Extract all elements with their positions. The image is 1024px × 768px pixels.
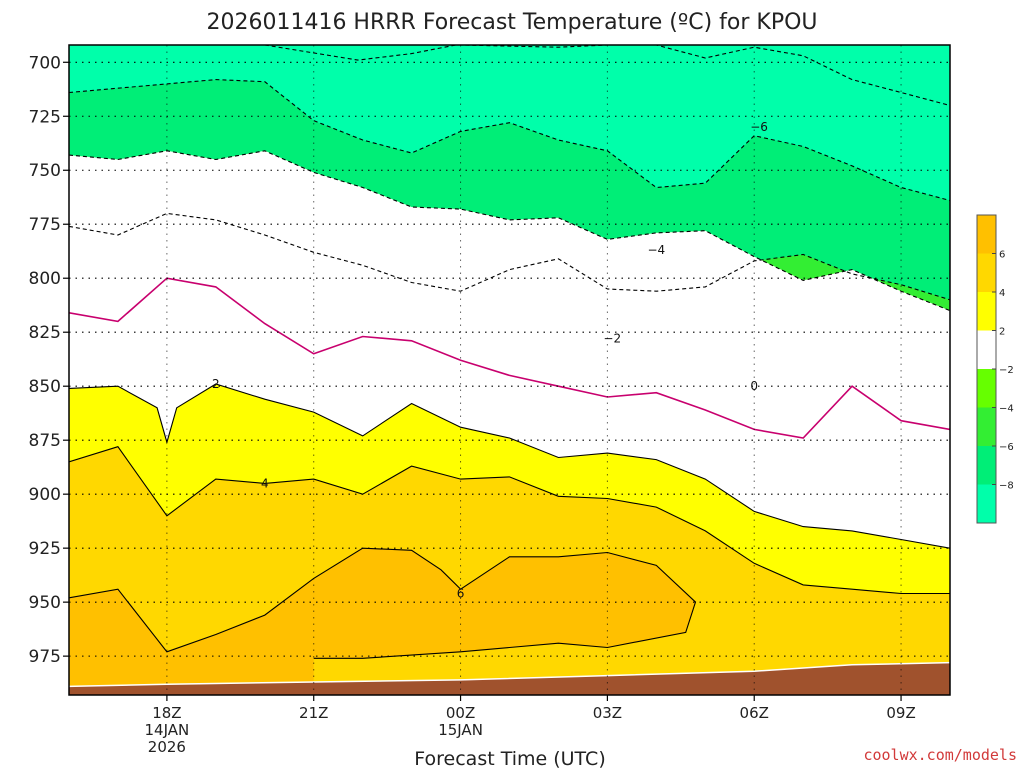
x-tick-label-1-0: 21Z <box>299 704 328 722</box>
x-axis-label: Forecast Time (UTC) <box>414 748 605 768</box>
y-tick-label-0: 700 <box>29 53 61 73</box>
plot-area: −6 −4 −2 0 2 4 6 <box>69 45 950 695</box>
y-tick-label-7: 875 <box>29 431 61 451</box>
colorbar-label-5: −6 <box>999 442 1014 453</box>
y-tick-label-4: 800 <box>29 269 61 289</box>
credit-text: coolwx.com/models <box>863 746 1017 764</box>
x-tick-label-5-0: 09Z <box>886 704 915 722</box>
y-tick-label-3: 775 <box>29 215 61 235</box>
colorbar-label-2: 2 <box>999 327 1005 338</box>
colorbar-band-7 <box>977 484 996 524</box>
x-tick-label-3-0: 03Z <box>593 704 622 722</box>
contour-line-3 <box>69 150 950 312</box>
x-tick-label-0-1: 14JAN <box>145 721 190 739</box>
colorbar-band-0 <box>977 215 996 254</box>
colorbar-band-3 <box>977 330 996 370</box>
contour-line-0 <box>264 45 950 107</box>
x-tick-label-0-2: 2026 <box>148 738 186 756</box>
colorbar-band-1 <box>977 253 996 293</box>
contour-label-1: −6 <box>750 120 768 134</box>
warm-band-fill-2 <box>69 548 696 695</box>
colorbar-label-6: −8 <box>999 481 1014 492</box>
contour-label-2: −4 <box>647 243 665 257</box>
y-tick-label-11: 975 <box>29 647 61 667</box>
y-tick-label-1: 725 <box>29 107 61 127</box>
contour-label-7: 6 <box>457 587 465 601</box>
grid-lines <box>69 45 950 695</box>
contour-label-4: 0 <box>750 379 758 393</box>
colorbar: 6 4 2 −2 −4 −6 −8 <box>976 214 1014 524</box>
colorbar-label-1: 4 <box>999 288 1005 299</box>
y-tick-label-5: 825 <box>29 323 61 343</box>
contour-label-3: −2 <box>603 332 621 346</box>
colorbar-band-4 <box>977 369 996 408</box>
ground-edge <box>69 661 950 688</box>
contour-line-2 <box>69 212 950 301</box>
chart-title: 2026011416 HRRR Forecast Temperature (ºC… <box>206 10 817 35</box>
x-tick-label-4-0: 06Z <box>740 704 769 722</box>
colorbar-band-5 <box>977 407 996 447</box>
band-fill-near-zero <box>69 150 950 549</box>
plot-frame <box>68 44 951 696</box>
y-axis: 700 725 750 775 800 825 850 875 900 925 950 975 <box>29 53 69 667</box>
contour-line-1 <box>69 79 950 202</box>
y-tick-label-6: 850 <box>29 377 61 397</box>
colorbar-band-2 <box>977 292 996 331</box>
contour-line-4 <box>69 277 950 439</box>
x-tick-label-0-0: 18Z <box>152 704 181 722</box>
contour-line-6 <box>69 446 950 595</box>
contour-line-5 <box>69 383 950 549</box>
contour-label-5: 2 <box>212 377 220 391</box>
colorbar-label-0: 6 <box>999 250 1005 261</box>
colorbar-band-6 <box>977 446 996 485</box>
y-tick-label-10: 950 <box>29 593 61 613</box>
y-tick-label-9: 925 <box>29 539 61 559</box>
colorbar-label-4: −4 <box>999 404 1014 415</box>
contour-line-7 <box>69 547 697 659</box>
x-tick-label-2-0: 00Z <box>446 704 475 722</box>
x-tick-label-2-1: 15JAN <box>438 721 483 739</box>
y-tick-label-8: 900 <box>29 485 61 505</box>
colorbar-label-3: −2 <box>999 365 1014 376</box>
contour-label-6: 4 <box>261 476 269 490</box>
y-tick-label-2: 750 <box>29 161 61 181</box>
